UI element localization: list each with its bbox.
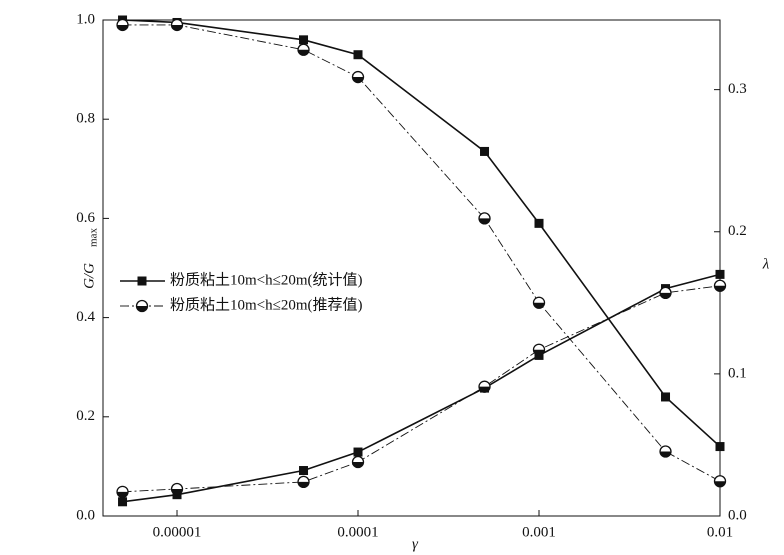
marker-square [118, 497, 128, 507]
marker-half [533, 302, 545, 309]
marker [118, 497, 128, 507]
legend-label: 粉质粘土10m<h≤20m(统计值) [170, 271, 363, 288]
y2-tick-label: 0.2 [728, 223, 747, 239]
marker [659, 445, 672, 458]
y-tick-label: 0.2 [76, 408, 95, 424]
x-axis-label: γ [412, 536, 419, 552]
marker-half [533, 349, 545, 356]
marker [713, 279, 727, 292]
y2-axis-label: λ [762, 256, 770, 272]
series-line [122, 273, 721, 503]
legend-label: 粉质粘土10m<h≤20m(推荐值) [170, 296, 363, 313]
marker-half [136, 306, 148, 312]
marker [715, 269, 725, 279]
marker [353, 447, 363, 457]
marker-half [479, 386, 491, 393]
marker [135, 299, 149, 313]
marker-half [660, 292, 672, 299]
marker [478, 212, 491, 225]
marker [478, 380, 491, 393]
marker-square [353, 50, 363, 60]
marker-square [661, 392, 671, 402]
marker-half [117, 491, 129, 498]
marker-half [714, 285, 726, 292]
marker [116, 18, 129, 32]
y-axis-label-group: G/G max [81, 228, 99, 289]
x-tick-label: 0.001 [522, 524, 556, 540]
y-tick-label: 0.6 [76, 210, 95, 226]
marker-square [534, 218, 544, 228]
marker-square [299, 35, 309, 45]
marker [299, 35, 309, 45]
y-axis-label: G/G [81, 263, 97, 289]
marker [715, 442, 725, 452]
marker [297, 475, 310, 489]
series-line [122, 19, 721, 448]
marker-square [715, 269, 725, 279]
marker [297, 43, 310, 56]
marker-square [480, 146, 490, 156]
y-axis-label-sub: max [88, 228, 100, 247]
marker [534, 218, 544, 228]
y-tick-label: 0.0 [76, 507, 95, 523]
marker [353, 50, 363, 60]
y2-tick-label: 0.3 [728, 81, 747, 97]
marker-half [171, 24, 183, 31]
marker [532, 296, 546, 309]
marker-square [715, 442, 725, 452]
marker-half [117, 24, 129, 31]
marker-half [714, 481, 726, 487]
y-tick-label: 0.8 [76, 111, 95, 127]
marker [351, 455, 365, 469]
x-tick-label: 0.0001 [337, 524, 378, 540]
x-tick-label: 0.01 [707, 524, 733, 540]
marker [661, 392, 671, 402]
marker-half [479, 218, 491, 224]
marker [299, 466, 309, 476]
marker-half [352, 77, 364, 83]
marker [116, 485, 129, 498]
marker-half [298, 481, 310, 488]
plot-frame [102, 19, 721, 517]
marker-half [298, 49, 310, 56]
y2-tick-label: 0.1 [728, 365, 747, 381]
marker [659, 286, 672, 300]
marker-square [353, 447, 363, 457]
marker-half [352, 461, 364, 468]
marker [170, 482, 184, 496]
marker [351, 70, 365, 84]
x-tick-label: 0.00001 [153, 524, 202, 540]
marker-half [660, 451, 672, 458]
marker [713, 475, 727, 488]
marker [170, 18, 184, 32]
y2-tick-label: 0.0 [728, 507, 747, 523]
series-line [122, 285, 721, 493]
y-tick-label: 1.0 [76, 11, 95, 27]
y-tick-label: 0.4 [76, 309, 95, 325]
marker-square [299, 466, 309, 476]
marker [137, 276, 147, 286]
marker-square [137, 276, 147, 286]
marker-half [171, 488, 183, 495]
marker [532, 343, 546, 356]
series-line [122, 24, 721, 482]
marker [480, 146, 490, 156]
